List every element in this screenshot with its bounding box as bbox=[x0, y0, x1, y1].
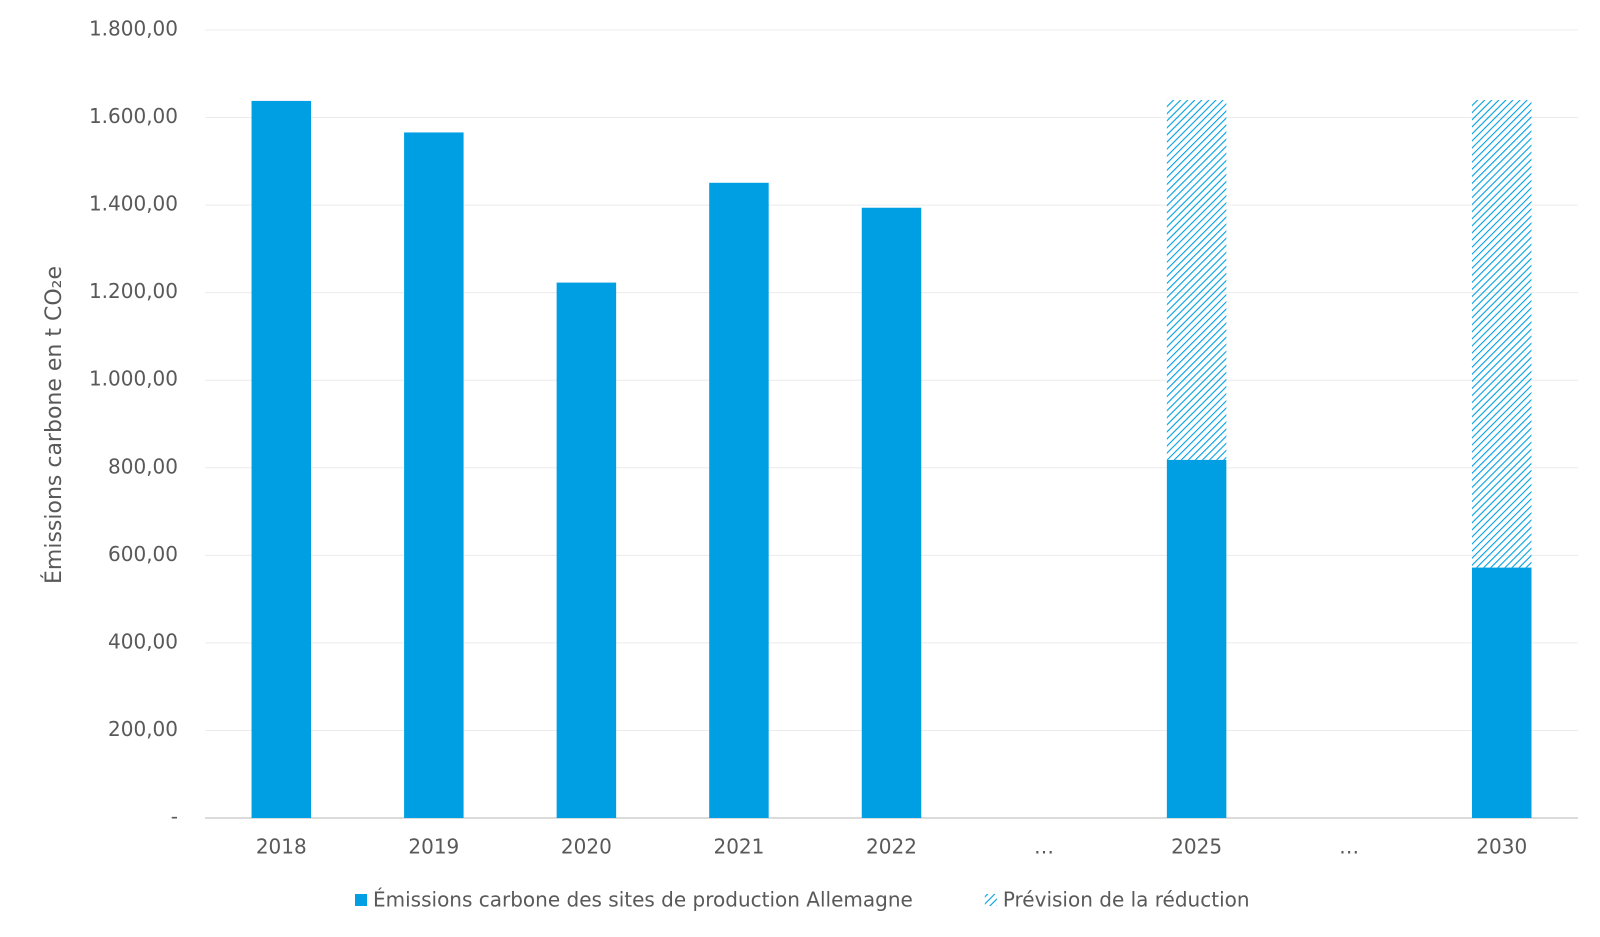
bar-segment bbox=[251, 100, 312, 819]
y-tick-label: 1.000,00 bbox=[89, 367, 178, 391]
bar-segment bbox=[556, 282, 617, 818]
x-tick-label: 2022 bbox=[866, 835, 917, 859]
bar-segment bbox=[1471, 567, 1532, 818]
x-tick-label: 2018 bbox=[256, 835, 307, 859]
legend-label: Prévision de la réduction bbox=[1003, 888, 1250, 912]
y-tick-label: 1.600,00 bbox=[89, 104, 178, 128]
y-tick-label: 1.800,00 bbox=[89, 17, 178, 41]
bar-segment bbox=[1166, 100, 1227, 460]
bar-segment bbox=[404, 132, 464, 818]
x-tick-label: 2019 bbox=[408, 835, 459, 859]
y-axis-label: Émissions carbone en t CO₂e bbox=[41, 266, 67, 584]
y-tick-label: 600,00 bbox=[108, 542, 178, 566]
x-tick-label: … bbox=[1339, 835, 1359, 859]
bar-segment bbox=[1166, 459, 1227, 818]
legend-swatch bbox=[984, 894, 997, 906]
legend-label: Émissions carbone des sites de productio… bbox=[373, 888, 913, 912]
legend-swatch bbox=[355, 894, 367, 906]
bar-segment bbox=[709, 182, 769, 819]
y-tick-label: 800,00 bbox=[108, 454, 178, 478]
x-tick-label: … bbox=[1034, 835, 1054, 859]
x-tick-label: 2030 bbox=[1476, 835, 1527, 859]
x-tick-label: 2025 bbox=[1171, 835, 1222, 859]
bar-segment bbox=[1471, 100, 1532, 568]
x-tick-label: 2021 bbox=[713, 835, 764, 859]
y-tick-label: 1.200,00 bbox=[89, 279, 178, 303]
bar-segment bbox=[861, 207, 922, 818]
y-tick-label: 400,00 bbox=[108, 629, 178, 653]
legend: Émissions carbone des sites de productio… bbox=[355, 888, 1250, 912]
y-tick-label: 200,00 bbox=[108, 717, 178, 741]
x-tick-label: 2020 bbox=[561, 835, 612, 859]
y-tick-label: 1.400,00 bbox=[89, 192, 178, 216]
y-tick-label: - bbox=[171, 805, 178, 829]
